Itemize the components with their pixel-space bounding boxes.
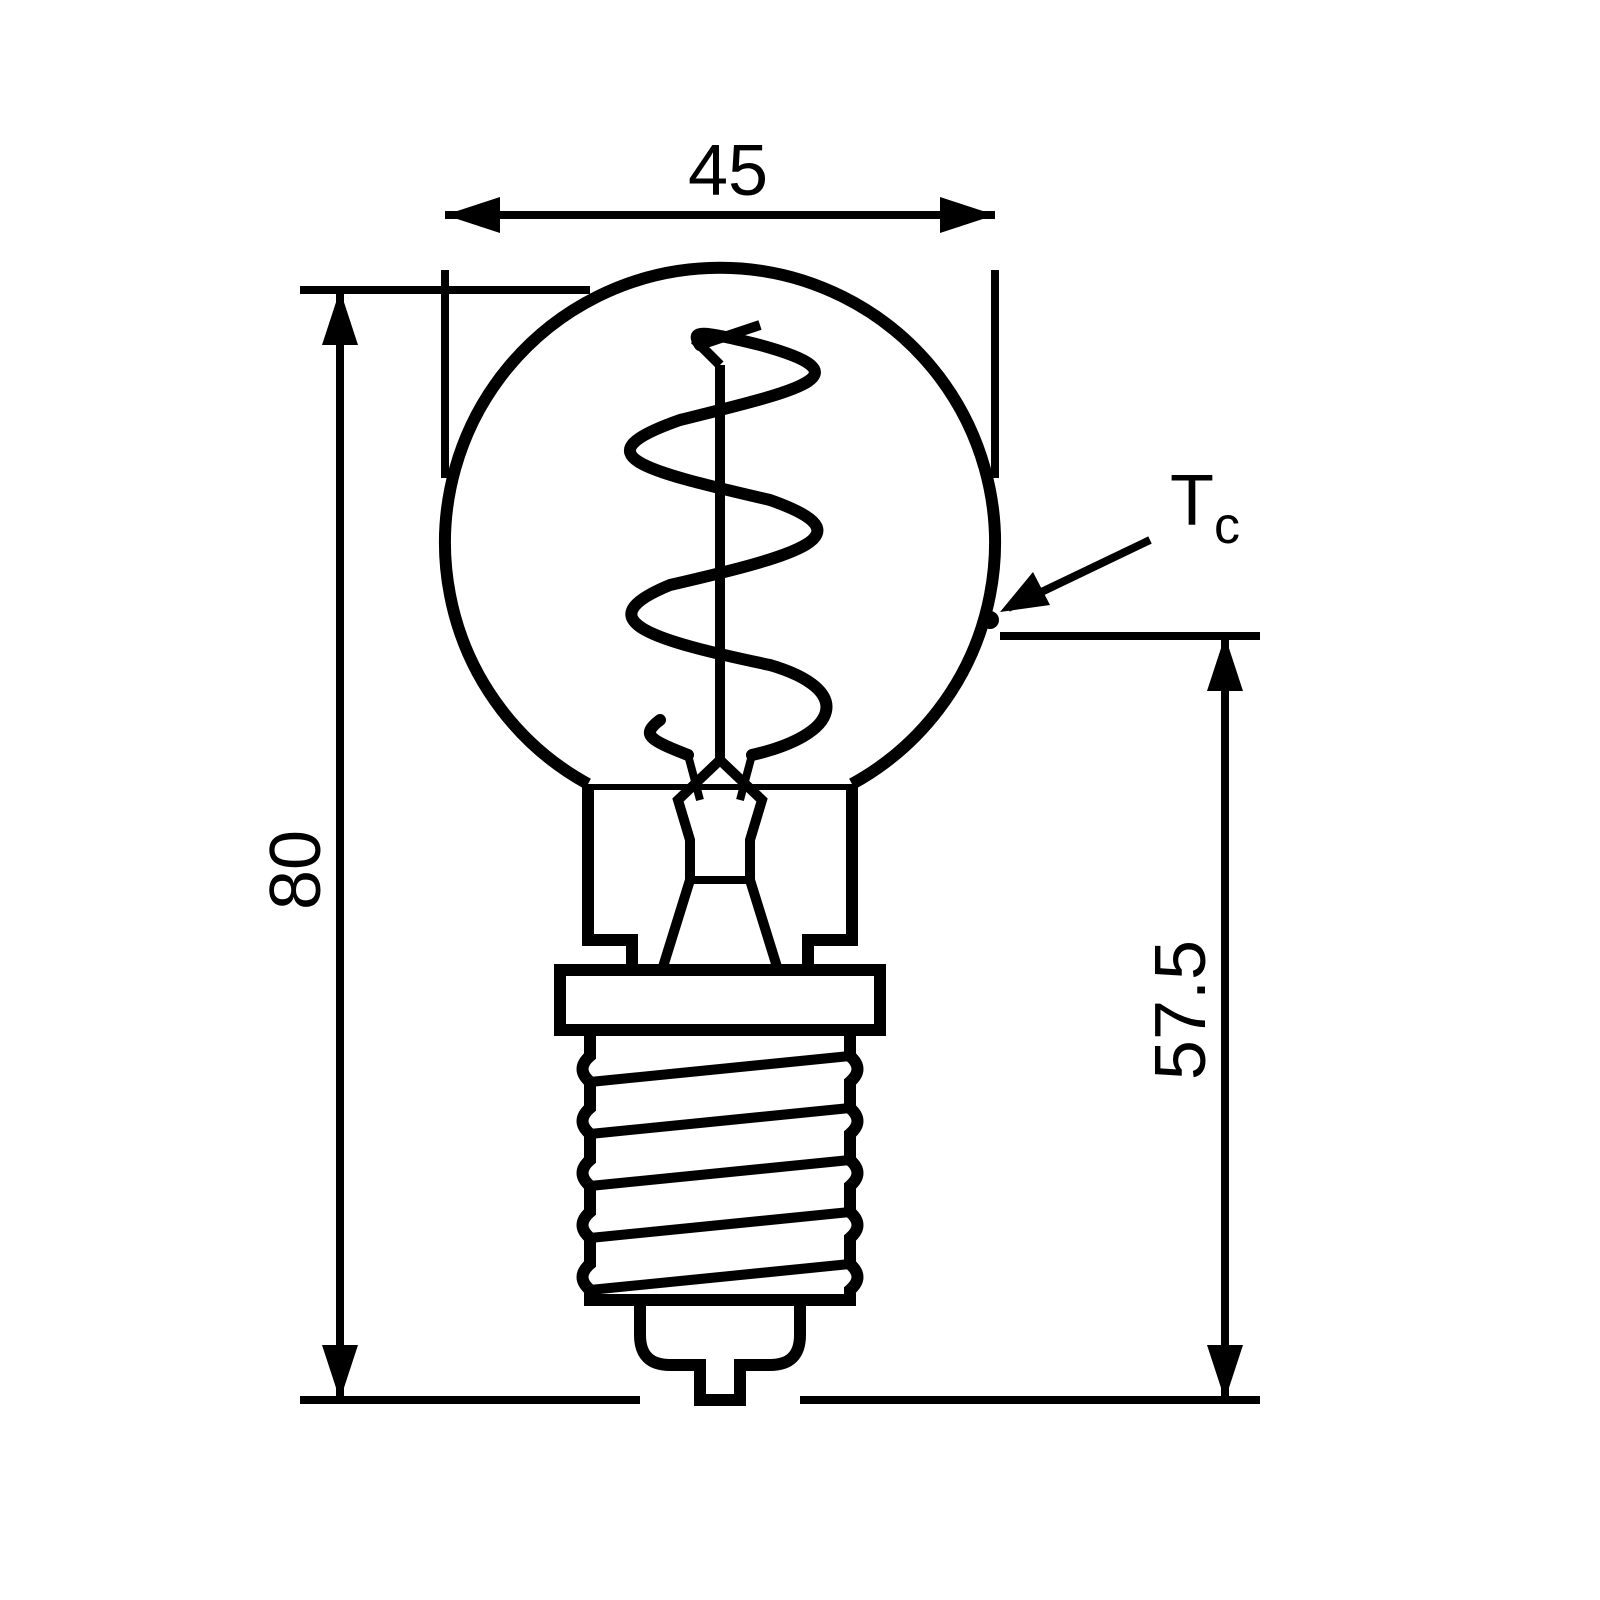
tc-label: Tc	[1170, 461, 1240, 555]
dim-height-left-value: 80	[256, 830, 336, 910]
screw-base	[560, 970, 880, 1400]
dim-width-value: 45	[688, 131, 768, 211]
tc-label-main: T	[1170, 461, 1214, 541]
tc-annotation: Tc	[981, 461, 1240, 629]
tc-label-sub: c	[1214, 497, 1240, 555]
bulb-technical-drawing: 45 80 57.5	[0, 0, 1600, 1600]
dim-height-right-value: 57.5	[1141, 940, 1221, 1080]
